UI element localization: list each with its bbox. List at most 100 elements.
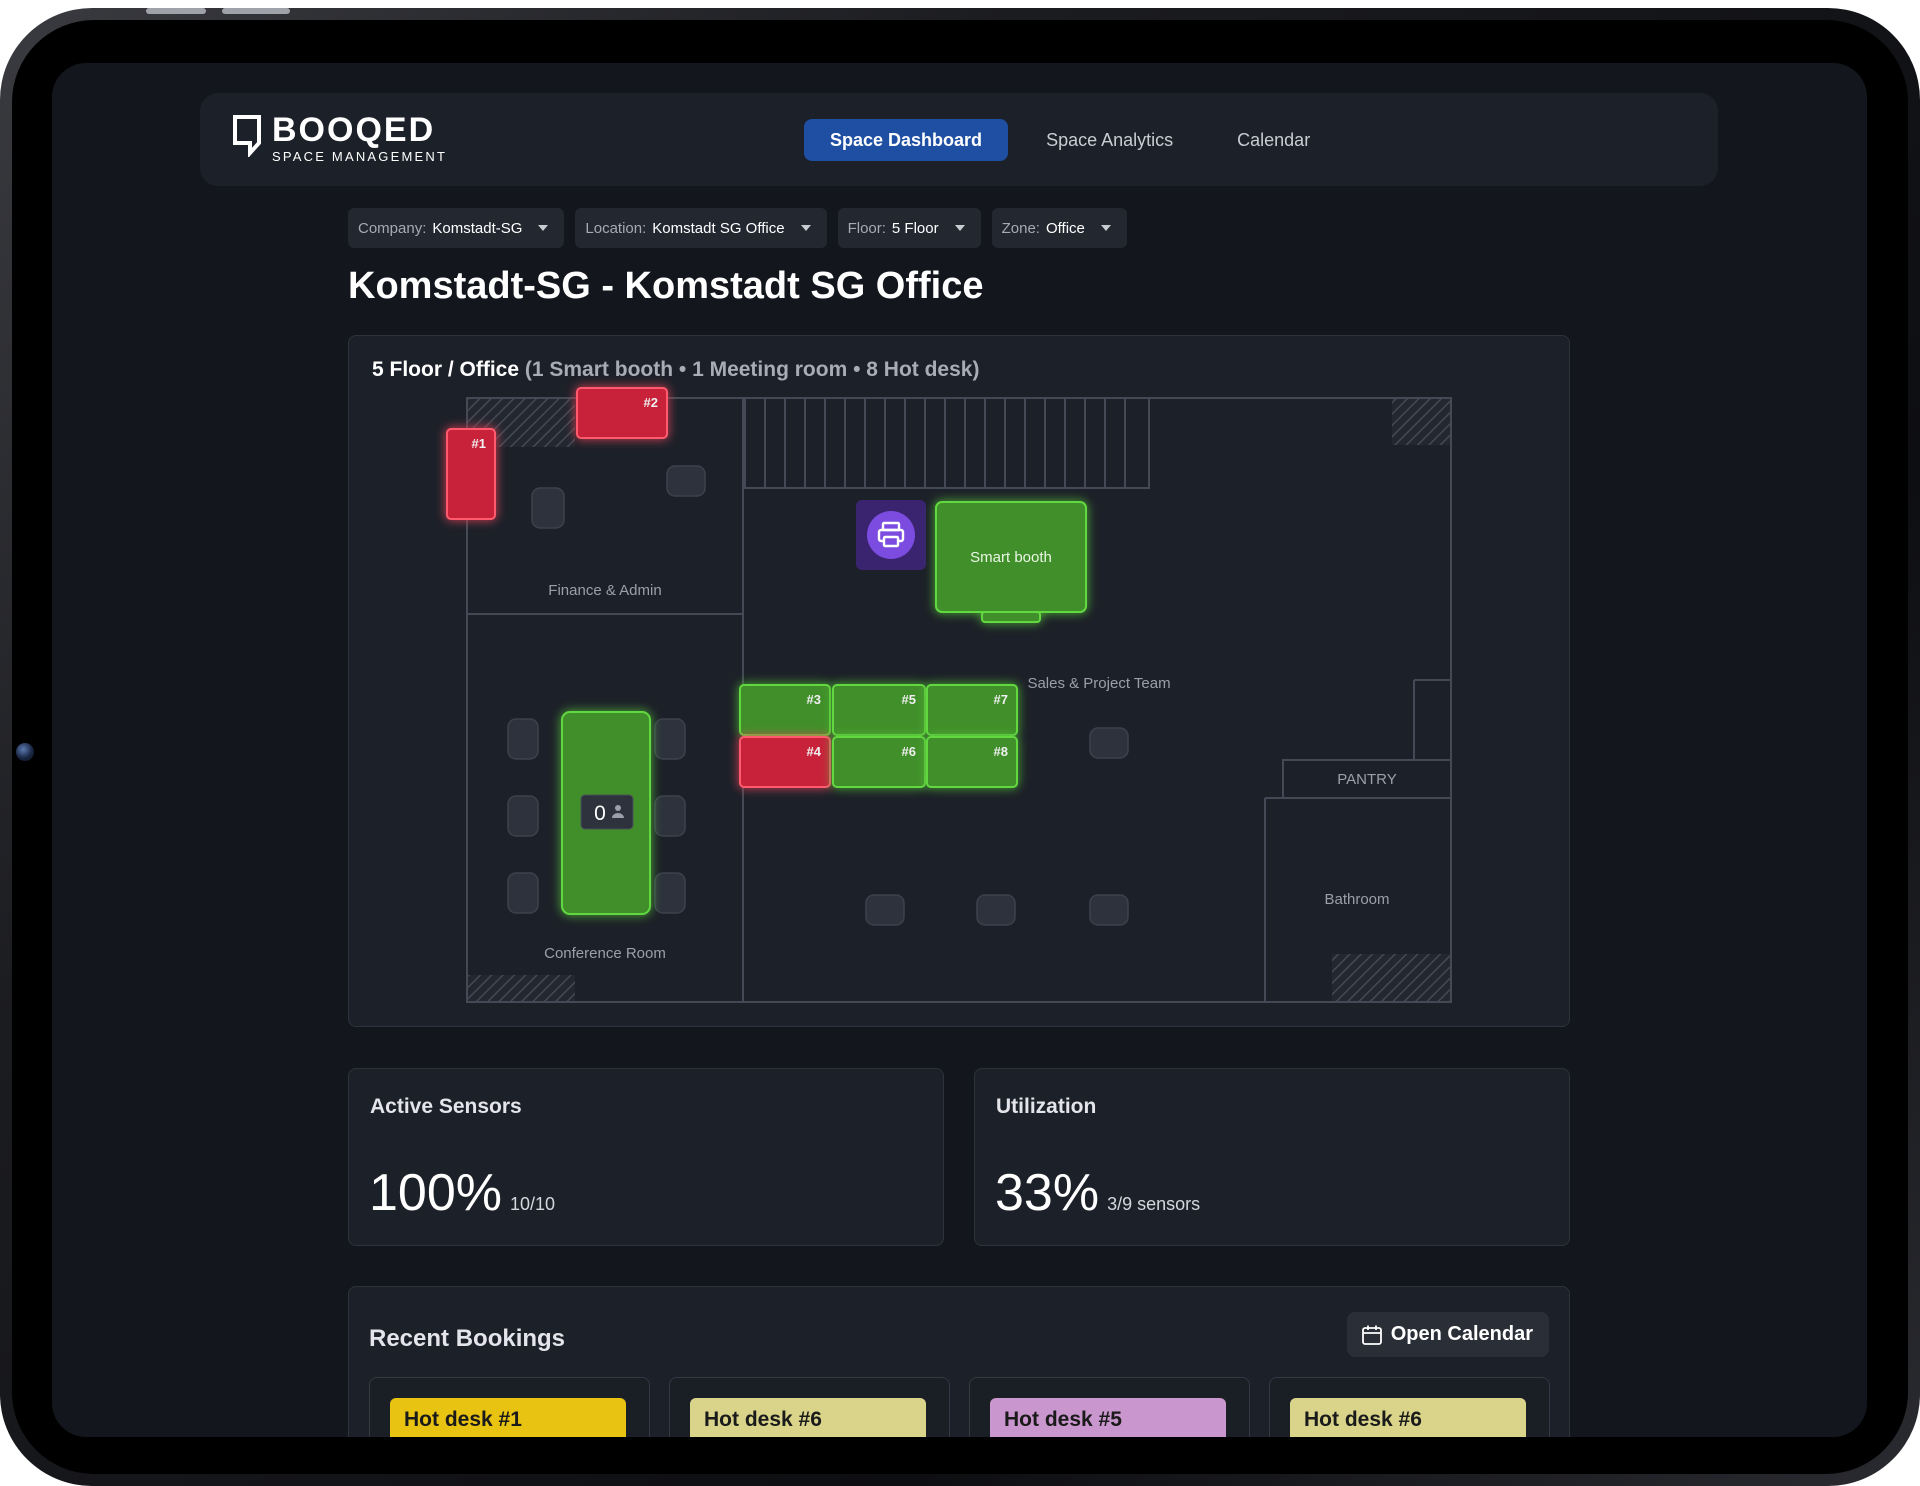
printer-icon <box>877 521 905 548</box>
logo-name: BOOQED <box>272 111 436 149</box>
logo[interactable]: BOOQED SPACE MANAGEMENT <box>232 113 447 165</box>
room-finance-label: Finance & Admin <box>548 582 661 599</box>
filter-label: Zone: <box>1001 219 1040 237</box>
floorplan-walls <box>466 397 1452 1003</box>
room-pantry-label: PANTRY <box>1337 771 1396 788</box>
company-filter[interactable]: Company: Komstadt-SG <box>348 208 565 248</box>
filter-value: 5 Floor <box>891 219 939 237</box>
hot-desk-label: #6 <box>902 744 916 759</box>
active-sensors-value: 100% <box>369 1164 502 1222</box>
utilization-value: 33% <box>995 1164 1100 1222</box>
booking-tag: Hot desk #6 <box>690 1398 926 1437</box>
caret-down-icon <box>538 225 549 231</box>
filter-value: Office <box>1045 219 1085 237</box>
smart-booth[interactable] <box>935 501 1087 623</box>
floorplan-title: 5 Floor / Office <box>372 358 520 381</box>
nav-space-analytics[interactable]: Space Analytics <box>1046 129 1174 150</box>
staircase <box>744 397 1150 489</box>
filter-value: Komstadt SG Office <box>652 219 785 237</box>
hot-desk-shape <box>832 684 926 736</box>
hot-desk-shape <box>832 736 926 788</box>
hot-desk-1[interactable]: #1 <box>446 428 496 520</box>
hot-desk-shape <box>739 684 831 736</box>
utilization-title: Utilization <box>996 1095 1097 1118</box>
hot-desk-shape <box>576 387 668 439</box>
location-filter[interactable]: Location: Komstadt SG Office <box>575 208 827 248</box>
tablet-frame: BOOQED SPACE MANAGEMENT Space Dashboard … <box>0 8 1920 1486</box>
meeting-room-count: 0 <box>594 802 606 825</box>
top-bar: BOOQED SPACE MANAGEMENT Space Dashboard … <box>200 93 1718 186</box>
main-nav: Space Dashboard Space Analytics Calendar <box>804 119 1336 161</box>
nav-calendar[interactable]: Calendar <box>1237 129 1311 150</box>
hot-desk-label: #5 <box>902 692 916 707</box>
caret-down-icon <box>1100 225 1111 231</box>
hot-desks: #1 #2 #3 #4 #5 #6 #7 #8 <box>446 387 1018 788</box>
caret-down-icon <box>954 225 965 231</box>
filter-label: Floor: <box>847 219 886 237</box>
smart-booth-label: Smart booth <box>970 549 1052 566</box>
person-icon <box>612 805 624 818</box>
utilization-value-row: 33% 3/9 sensors <box>995 1165 1200 1232</box>
recent-bookings-title: Recent Bookings <box>369 1325 566 1352</box>
booking-card[interactable]: Hot desk #5 <box>969 1377 1250 1437</box>
camera-icon <box>16 743 34 761</box>
hot-desk-shape <box>926 736 1018 788</box>
page-title: Komstadt-SG - Komstadt SG Office <box>348 265 984 307</box>
booking-tag: Hot desk #1 <box>390 1398 626 1437</box>
hot-desk-shape <box>926 684 1018 736</box>
room-labels: Finance & Admin Conference Room Sales & … <box>544 582 1397 962</box>
booking-card[interactable]: Hot desk #6 <box>669 1377 950 1437</box>
open-calendar-label: Open Calendar <box>1390 1323 1533 1345</box>
booking-tag: Hot desk #6 <box>1290 1398 1526 1437</box>
screen: BOOQED SPACE MANAGEMENT Space Dashboard … <box>52 63 1867 1437</box>
hot-desk-5[interactable]: #5 <box>832 684 926 736</box>
active-sensors-detail: 10/10 <box>510 1194 556 1214</box>
filter-label: Location: <box>585 219 647 237</box>
hardware-button <box>222 8 290 14</box>
hot-desk-label: #3 <box>807 692 821 707</box>
hot-desk-label: #4 <box>807 744 822 759</box>
active-sensors-value-row: 100% 10/10 <box>369 1165 555 1232</box>
filter-value: Komstadt-SG <box>432 219 523 237</box>
hot-desk-8[interactable]: #8 <box>926 736 1018 788</box>
floor-filter[interactable]: Floor: 5 Floor <box>837 208 981 248</box>
room-sales-label: Sales & Project Team <box>1027 675 1170 692</box>
booking-tag: Hot desk #5 <box>990 1398 1226 1437</box>
filter-bar: Company: Komstadt-SG Location: Komstadt … <box>348 208 1127 248</box>
filter-label: Company: <box>358 219 427 237</box>
booking-card[interactable]: Hot desk #6 <box>1269 1377 1550 1437</box>
active-sensors-card: Active Sensors 100% 10/10 <box>348 1068 944 1246</box>
floorplan: Finance & Admin Conference Room Sales & … <box>446 387 1452 1003</box>
floorplan-card: 5 Floor / Office (1 Smart booth • 1 Meet… <box>348 335 1570 1027</box>
hot-desk-label: #8 <box>994 744 1008 759</box>
printer[interactable] <box>856 500 926 570</box>
logo-subtitle: SPACE MANAGEMENT <box>272 149 448 164</box>
booking-card[interactable]: Hot desk #1 <box>369 1377 650 1437</box>
room-conference-label: Conference Room <box>544 945 666 962</box>
zone-filter[interactable]: Zone: Office <box>991 208 1127 248</box>
logo-icon <box>233 115 261 157</box>
hatched-areas <box>468 399 1450 1001</box>
hot-desk-4[interactable]: #4 <box>739 736 831 788</box>
nav-space-dashboard[interactable]: Space Dashboard <box>804 119 1009 161</box>
floorplan-summary: (1 Smart booth • 1 Meeting room • 8 Hot … <box>524 358 980 381</box>
hot-desk-label: #1 <box>472 436 486 451</box>
caret-down-icon <box>800 225 811 231</box>
hot-desk-2[interactable]: #2 <box>576 387 668 439</box>
active-sensors-title: Active Sensors <box>370 1095 522 1118</box>
hot-desk-3[interactable]: #3 <box>739 684 831 736</box>
room-bathroom-label: Bathroom <box>1324 891 1389 908</box>
hot-desk-shape <box>739 736 831 788</box>
hot-desk-label: #2 <box>644 395 658 410</box>
utilization-card: Utilization 33% 3/9 sensors <box>974 1068 1570 1246</box>
hot-desk-shape <box>446 428 496 520</box>
hot-desk-6[interactable]: #6 <box>832 736 926 788</box>
utilization-detail: 3/9 sensors <box>1107 1194 1201 1214</box>
floorplan-header: 5 Floor / Office (1 Smart booth • 1 Meet… <box>372 358 979 382</box>
hardware-button <box>146 8 206 14</box>
hot-desk-7[interactable]: #7 <box>926 684 1018 736</box>
meeting-room-occupancy: 0 <box>580 794 634 830</box>
open-calendar-button[interactable]: Open Calendar <box>1346 1312 1549 1357</box>
hot-desk-label: #7 <box>994 692 1008 707</box>
recent-bookings-card: Recent Bookings Open Calendar Hot desk #… <box>348 1286 1570 1437</box>
